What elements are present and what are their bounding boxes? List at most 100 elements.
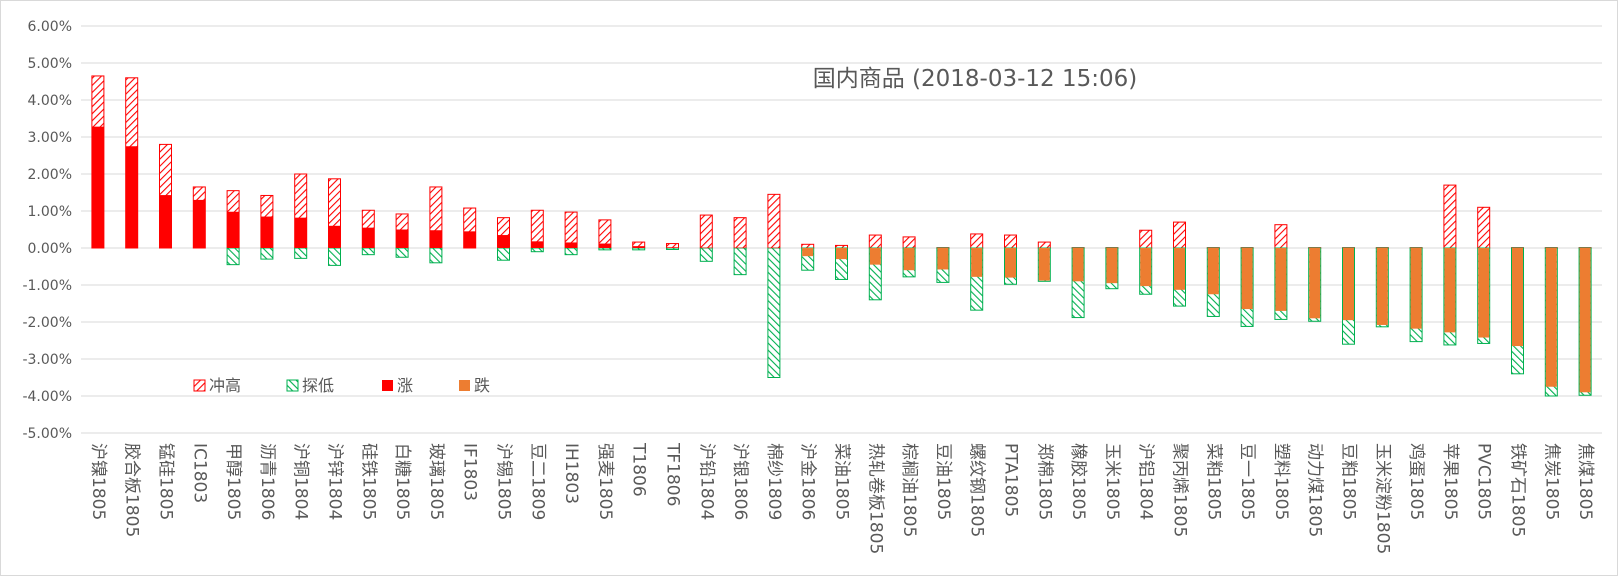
bar-down — [1038, 248, 1050, 281]
x-tick-label: 动力煤1805 — [1305, 443, 1325, 537]
bar-down — [903, 248, 915, 271]
bar-low — [564, 247, 578, 256]
bar-low — [497, 247, 510, 261]
x-tick-label: 硅铁1805 — [358, 443, 378, 520]
bar-down — [1579, 248, 1591, 393]
bar-high — [1004, 234, 1017, 249]
bar-down — [869, 248, 881, 265]
y-tick-label: 1.00% — [28, 204, 72, 220]
legend-item-up: 涨 — [382, 376, 413, 395]
bar-down — [836, 248, 847, 260]
x-tick-label: 螺纹钢1805 — [967, 443, 987, 537]
y-axis: 6.00% 5.00% 4.00% 3.00% 2.00% 1.00% 0.00% -1.00… — [22, 19, 72, 442]
x-tick-label: 胶合板1805 — [122, 443, 142, 537]
x-tick-label: 沪锌1804 — [325, 443, 345, 520]
bar-up — [193, 199, 206, 248]
bar-up — [159, 195, 172, 248]
bar-down — [1309, 248, 1321, 319]
legend-swatch — [382, 380, 393, 391]
bar-down — [1241, 248, 1253, 310]
bar-low — [226, 247, 240, 266]
bar-up — [328, 225, 341, 248]
x-tick-label: 郑棉1805 — [1034, 443, 1054, 520]
x-tick-label: IH1803 — [561, 443, 581, 504]
bar-low — [395, 247, 409, 258]
legend-swatch — [286, 379, 299, 392]
bar-up — [767, 247, 780, 249]
legend-label: 涨 — [397, 376, 413, 395]
bar-down — [1106, 248, 1118, 284]
y-tick-label: -5.00% — [22, 426, 72, 442]
bar-low — [260, 247, 274, 260]
y-tick-label: 2.00% — [28, 167, 72, 183]
legend-item-low: 探低 — [286, 376, 334, 395]
bar-high — [1443, 184, 1457, 249]
y-tick-label: 3.00% — [28, 130, 72, 146]
legend-label: 冲高 — [209, 376, 241, 395]
x-tick-label: 棕榈油1805 — [899, 443, 919, 537]
x-tick-label: 玻璃1805 — [426, 443, 446, 520]
bar-up — [700, 247, 713, 249]
bar-down — [1478, 248, 1490, 338]
x-tick-label: 豆粕1805 — [1339, 443, 1359, 520]
x-tick-label: IC1803 — [189, 443, 209, 503]
bar-low — [767, 247, 781, 378]
bar-low — [666, 247, 679, 250]
x-tick-label: PVC1805 — [1474, 443, 1494, 520]
x-tick-label: 沥青1806 — [257, 443, 277, 520]
bar-up — [497, 235, 510, 248]
bar-down — [1444, 248, 1456, 333]
x-tick-label: 鸡蛋1805 — [1406, 443, 1426, 520]
bar-high — [868, 234, 882, 249]
bar-low — [328, 247, 341, 266]
bar-up — [294, 217, 307, 248]
bar-up — [734, 247, 747, 249]
x-tick-label: 白糖1805 — [392, 443, 412, 520]
y-tick-label: 4.00% — [28, 93, 72, 109]
x-tick-label: 沪铜1804 — [291, 443, 311, 520]
y-tick-label: -2.00% — [22, 315, 72, 331]
bar-down — [1376, 248, 1388, 325]
y-tick-label: -4.00% — [22, 389, 72, 405]
bar-high — [1477, 206, 1491, 249]
bar-high — [699, 214, 713, 249]
bar-up — [227, 211, 240, 248]
bar-high — [1139, 229, 1153, 249]
x-tick-label: PTA1805 — [1001, 443, 1021, 517]
x-tick-label: 聚丙烯1805 — [1170, 443, 1190, 537]
bar-down — [1005, 248, 1016, 278]
bar-down — [1275, 248, 1287, 311]
bar-up — [125, 146, 138, 248]
x-tick-label: 豆一1805 — [1237, 443, 1257, 520]
legend-label: 跌 — [474, 376, 490, 395]
x-tick-label: 沪金1806 — [798, 443, 818, 520]
legend-label: 探低 — [302, 376, 334, 395]
x-tick-label: 棉纱1809 — [764, 443, 784, 520]
bar-down — [1343, 248, 1354, 321]
x-tick-label: 沪铝1804 — [1136, 443, 1156, 520]
x-tick-label: 橡胶1805 — [1068, 443, 1088, 520]
bar-up — [91, 126, 104, 248]
y-tick-label: 0.00% — [28, 241, 72, 257]
y-tick-label: -3.00% — [22, 352, 72, 368]
x-tick-label: 苹果1805 — [1440, 443, 1460, 520]
legend-item-down: 跌 — [459, 376, 490, 395]
x-tick-label: 玉米淀粉1805 — [1372, 443, 1392, 554]
x-tick-label: 豆二1809 — [527, 443, 547, 520]
bar-high — [1037, 241, 1051, 249]
y-tick-label: 6.00% — [28, 19, 72, 35]
bar-down — [802, 248, 814, 257]
bar-up — [429, 230, 442, 248]
bar-down — [1545, 248, 1557, 387]
legend-swatch — [193, 379, 206, 392]
legend-swatch — [459, 380, 470, 391]
bar-up — [666, 247, 679, 248]
bar-up — [463, 231, 476, 248]
bar-low — [530, 247, 544, 253]
bar-up — [362, 227, 375, 248]
x-tick-label: 热轧卷板1805 — [865, 443, 885, 554]
bar-low — [429, 247, 443, 264]
bar-low — [699, 247, 713, 262]
bar-up — [531, 241, 544, 248]
